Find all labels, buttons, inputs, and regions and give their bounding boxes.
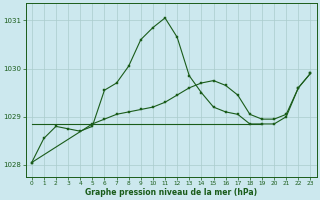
X-axis label: Graphe pression niveau de la mer (hPa): Graphe pression niveau de la mer (hPa): [85, 188, 257, 197]
